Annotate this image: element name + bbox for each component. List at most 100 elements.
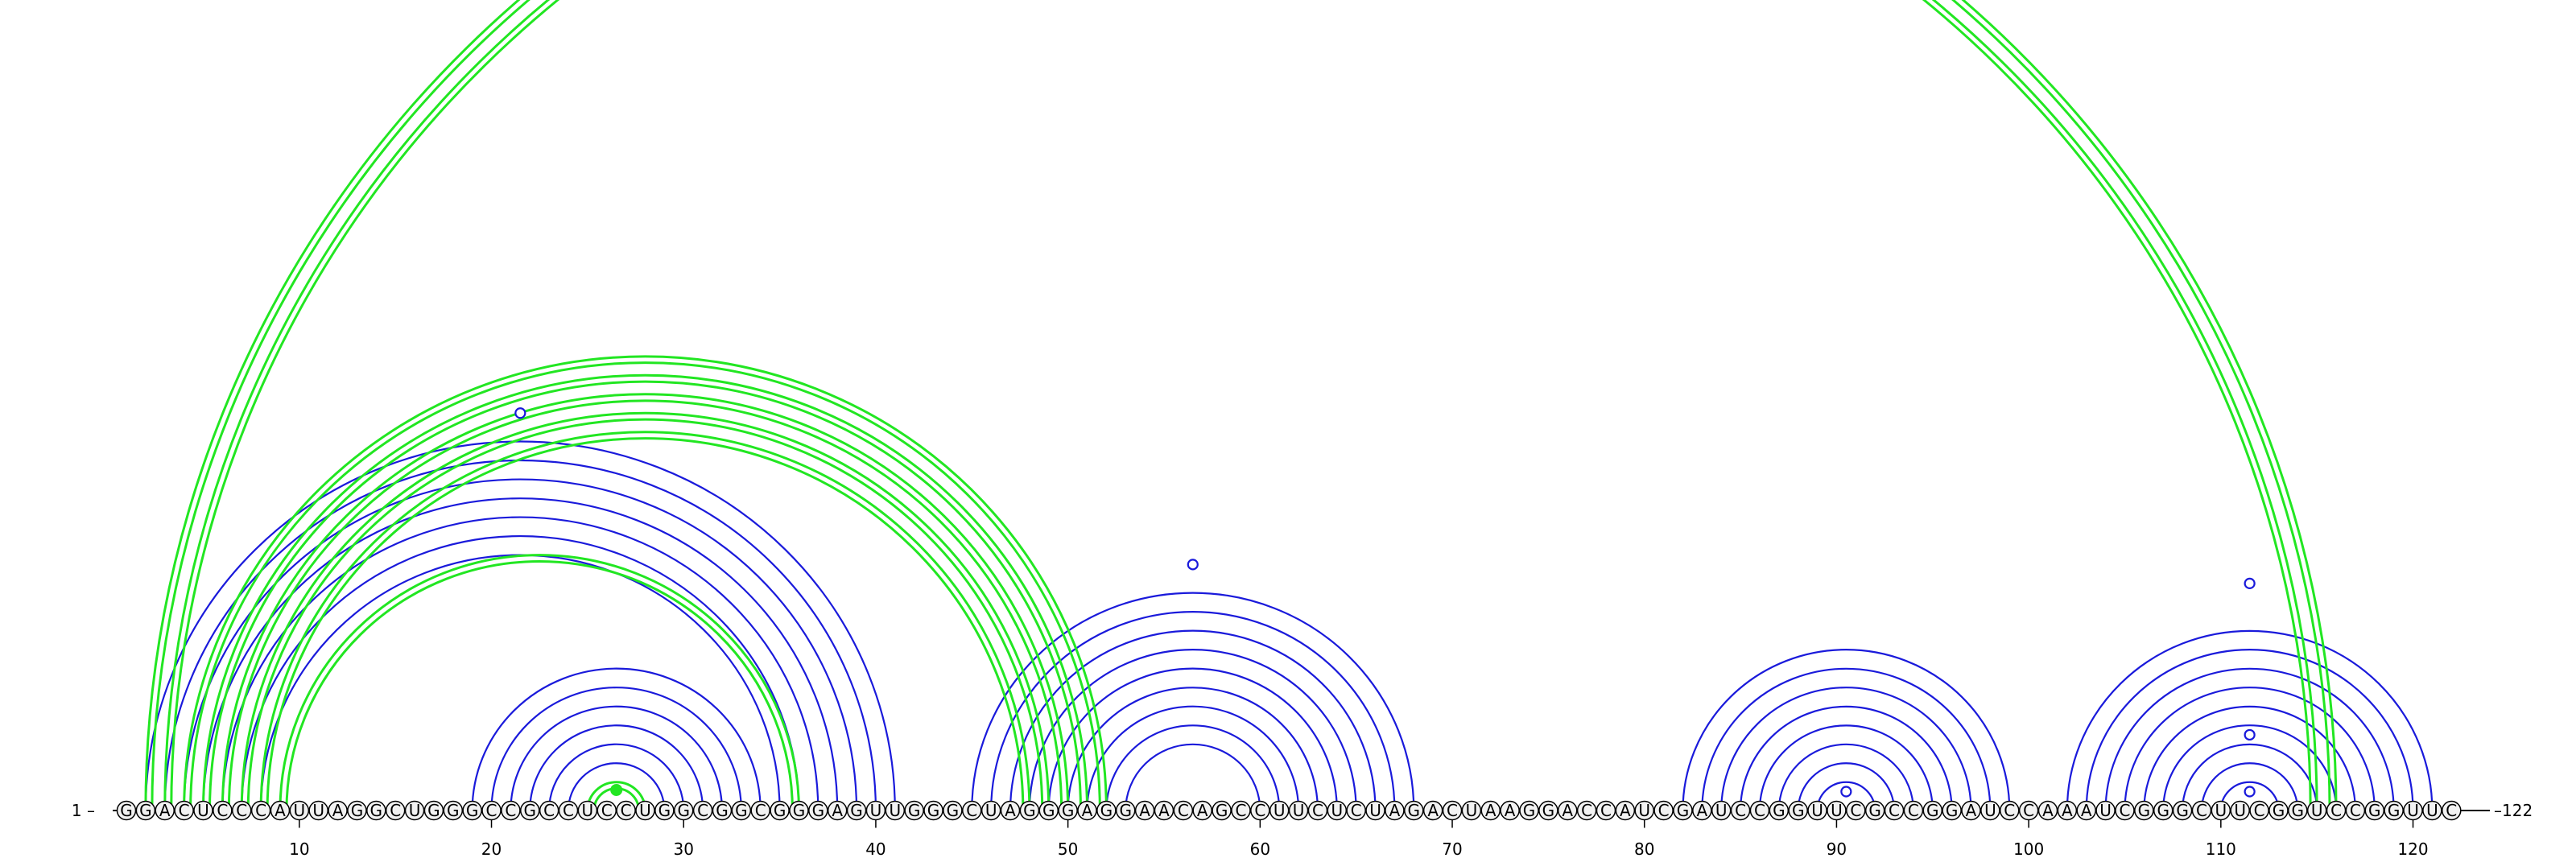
nucleotide-letter: G (1062, 801, 1075, 820)
nucleotide-letter: C (1447, 801, 1458, 820)
green-pair-arc-inner (171, 0, 2310, 811)
nucleotide: A (1001, 801, 1020, 820)
nucleotide-letter: C (2330, 801, 2342, 820)
green-pair-arc (222, 394, 1067, 811)
nucleotide: C (694, 801, 712, 820)
nucleotide-letter: G (1868, 801, 1881, 820)
nucleotide-letter: C (2119, 801, 2130, 820)
nucleotide: A (1693, 801, 1711, 820)
nucleotide: U (309, 801, 328, 820)
nucleotide-letter: U (2311, 801, 2323, 820)
nucleotide: C (482, 801, 501, 820)
nucleotide-letter: G (1926, 801, 1939, 820)
nucleotide-letter: G (735, 801, 748, 820)
nucleotide: C (559, 801, 578, 820)
nucleotide: C (213, 801, 232, 820)
blue-marker (2245, 730, 2255, 740)
nucleotide-letter: A (1966, 801, 1977, 820)
nucleotide-letter: U (1638, 801, 1650, 820)
green-pair-arc-inner (248, 419, 1042, 811)
nucleotide-letter: G (793, 801, 806, 820)
nucleotide: C (2346, 801, 2364, 820)
nucleotide-letter: G (908, 801, 921, 820)
nucleotide-letter: U (1331, 801, 1343, 820)
nucleotide: G (1097, 801, 1116, 820)
nucleotide: G (463, 801, 481, 820)
nucleotide: G (1520, 801, 1538, 820)
nucleotide: U (866, 801, 885, 820)
nucleotide: U (1270, 801, 1289, 820)
nucleotide-letter: G (524, 801, 537, 820)
nucleotide-letter: G (850, 801, 863, 820)
nucleotide-letter: C (1889, 801, 1900, 820)
nucleotide: U (2211, 801, 2230, 820)
nucleotide-letter: G (947, 801, 960, 820)
nucleotide-letter: A (1082, 801, 1093, 820)
nucleotide-letter: A (159, 801, 171, 820)
nucleotide: C (2116, 801, 2134, 820)
nucleotide-letter: G (1523, 801, 1536, 820)
nucleotide-letter: C (1908, 801, 1919, 820)
nucleotide: G (809, 801, 828, 820)
tick-label: 100 (2013, 839, 2044, 858)
nucleotide-letter: U (870, 801, 882, 820)
nucleotide: U (1635, 801, 1653, 820)
nucleotide-letter: C (755, 801, 766, 820)
nucleotide-letter: G (812, 801, 825, 820)
nucleotide: C (1232, 801, 1250, 820)
green-pair-arc (203, 375, 1087, 811)
nucleotide: G (1674, 801, 1692, 820)
nucleotide: A (828, 801, 847, 820)
nucleotide-letter: G (658, 801, 671, 820)
nucleotide: A (1136, 801, 1154, 820)
nucleotide: C (1654, 801, 1673, 820)
nucleotide: U (1462, 801, 1480, 820)
green-marker (611, 784, 622, 795)
nucleotide-letter: C (1178, 801, 1189, 820)
nucleotide-letter: G (1042, 801, 1055, 820)
nucleotide: A (2058, 801, 2076, 820)
nucleotide-letter: U (1466, 801, 1478, 820)
nucleotide: C (1904, 801, 1922, 820)
nucleotide: A (155, 801, 174, 820)
nucleotide: G (1020, 801, 1038, 820)
nucleotide-letter: C (697, 801, 708, 820)
nucleotide: G (1942, 801, 1961, 820)
tick-group: 10 20 30 40 50 60 70 80 90 100 110 120 (289, 820, 2429, 858)
blue-marker (515, 408, 525, 418)
nucleotide-letter: G (1216, 801, 1228, 820)
nucleotide-letter: A (1158, 801, 1170, 820)
nucleotide: U (1366, 801, 1385, 820)
nucleotide: C (1174, 801, 1192, 820)
tick-label: 20 (481, 839, 502, 858)
tick-label: 50 (1058, 839, 1078, 858)
nucleotide-letter: G (1100, 801, 1113, 820)
nucleotide-letter: C (1754, 801, 1765, 820)
tick-label: 10 (289, 839, 309, 858)
nucleotide-letter: A (332, 801, 344, 820)
nucleotide: G (1769, 801, 1788, 820)
nucleotide: C (1251, 801, 1269, 820)
nucleotide: U (1981, 801, 2000, 820)
blue-arc-group (146, 442, 2433, 811)
nucleotide-letter: C (2196, 801, 2207, 820)
nucleotide: U (2096, 801, 2115, 820)
nucleotide-letter: U (1831, 801, 1843, 820)
nucleotide-letter: U (1293, 801, 1305, 820)
nucleotide: U (1827, 801, 1846, 820)
nucleotide-letter: U (1715, 801, 1728, 820)
nucleotide: A (1385, 801, 1404, 820)
nucleotide: U (1290, 801, 1308, 820)
nucleotide-letter: C (1735, 801, 1746, 820)
nucleotide-letter: A (1139, 801, 1150, 820)
nucleotide-letter: A (1005, 801, 1016, 820)
green-pair-arc (165, 0, 2317, 811)
nucleotide-letter: C (2446, 801, 2457, 820)
start-label: 1 – (72, 801, 95, 820)
nucleotide: G (1405, 801, 1423, 820)
blue-pair-arc (1760, 725, 1933, 811)
nucleotide-letter: U (2099, 801, 2112, 820)
nucleotide: A (270, 801, 289, 820)
tick-label: 110 (2206, 839, 2236, 858)
